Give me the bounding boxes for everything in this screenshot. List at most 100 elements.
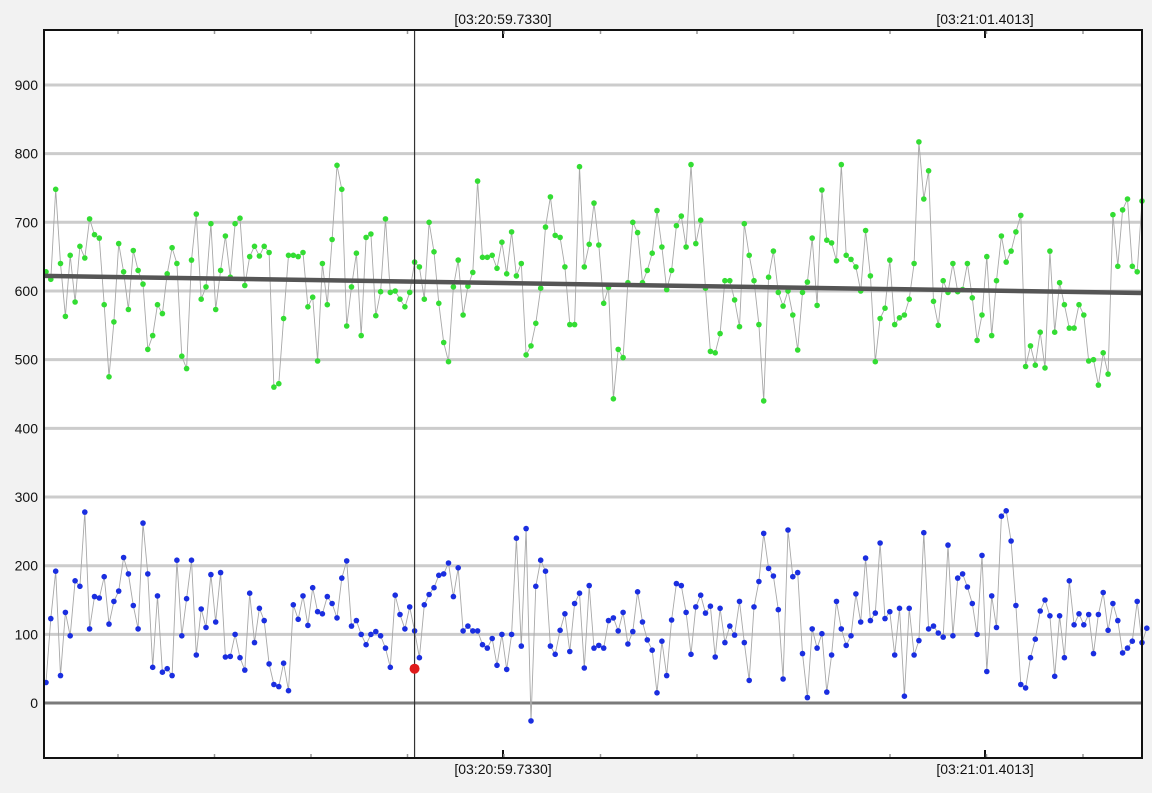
data-point [596, 242, 602, 248]
data-point [547, 643, 554, 649]
data-point [343, 323, 350, 329]
data-point [518, 643, 525, 649]
data-point [581, 264, 588, 270]
data-point [741, 220, 748, 227]
data-point [484, 645, 491, 651]
data-point [72, 578, 78, 584]
data-point [1095, 611, 1102, 618]
data-point [1129, 263, 1136, 270]
data-point [212, 306, 219, 313]
data-point [518, 260, 525, 267]
data-point [358, 332, 365, 339]
data-point [208, 571, 214, 578]
data-point [673, 580, 680, 587]
data-point [790, 573, 796, 580]
data-point [523, 352, 529, 358]
data-point [1018, 681, 1024, 688]
data-point [901, 312, 908, 318]
data-point [533, 320, 539, 327]
data-point [615, 346, 621, 353]
data-point [130, 247, 137, 254]
data-point [377, 633, 384, 639]
data-point [135, 626, 141, 632]
data-point [974, 337, 980, 344]
data-point [872, 610, 879, 616]
data-point [1119, 207, 1126, 213]
data-point [474, 178, 481, 184]
data-point [67, 633, 73, 639]
data-point [959, 571, 966, 577]
data-point [82, 509, 88, 515]
data-point [557, 627, 563, 634]
y-tick-label: 500 [15, 352, 39, 368]
data-point [48, 615, 54, 622]
data-point [1018, 212, 1024, 219]
data-point [440, 571, 447, 577]
data-point [421, 296, 428, 303]
data-point [445, 560, 452, 566]
data-point [600, 300, 607, 307]
data-point [964, 584, 971, 590]
data-point [770, 573, 777, 579]
data-point [537, 557, 544, 563]
data-point [290, 252, 297, 259]
data-point [528, 718, 534, 724]
data-point [276, 683, 282, 690]
data-point [882, 615, 888, 622]
data-point [867, 617, 874, 624]
data-point [445, 358, 452, 365]
data-point [707, 348, 714, 355]
data-point [183, 595, 190, 602]
data-point [591, 200, 597, 206]
plot-frame [43, 29, 1143, 759]
data-point [731, 297, 738, 303]
data-point [596, 642, 602, 649]
data-point [101, 301, 107, 308]
data-point [542, 224, 549, 230]
data-point [751, 604, 757, 610]
data-point [896, 315, 903, 321]
data-point [1105, 627, 1111, 634]
data-point [203, 624, 209, 631]
data-point [271, 681, 277, 688]
data-point [174, 557, 180, 563]
data-point [862, 227, 869, 234]
data-point [780, 676, 786, 682]
data-point [499, 239, 505, 245]
data-point [964, 260, 971, 267]
data-point [314, 358, 321, 364]
data-point [503, 666, 510, 673]
data-point [246, 253, 253, 260]
data-point [348, 284, 355, 290]
data-point [974, 631, 980, 638]
data-point [276, 380, 282, 387]
data-point [227, 653, 234, 660]
data-point [494, 662, 500, 669]
data-point [460, 628, 466, 634]
data-point [377, 288, 384, 295]
data-point [867, 273, 874, 279]
data-point [334, 162, 340, 169]
data-point [154, 593, 161, 599]
data-point [722, 639, 728, 646]
data-point [693, 240, 699, 247]
data-point [402, 304, 408, 310]
data-point [309, 584, 316, 591]
data-point [115, 588, 122, 594]
data-point [668, 267, 675, 274]
data-point [382, 216, 389, 222]
data-point [77, 583, 83, 590]
data-point [600, 645, 607, 651]
data-point [571, 321, 578, 328]
data-point [950, 633, 956, 639]
data-point [843, 252, 849, 259]
data-point [906, 605, 912, 612]
cursor-marker[interactable] [409, 663, 420, 674]
data-point [979, 552, 985, 559]
data-point [266, 249, 272, 256]
data-point [198, 296, 204, 303]
cursor-group[interactable] [409, 30, 420, 758]
data-point [499, 631, 505, 638]
